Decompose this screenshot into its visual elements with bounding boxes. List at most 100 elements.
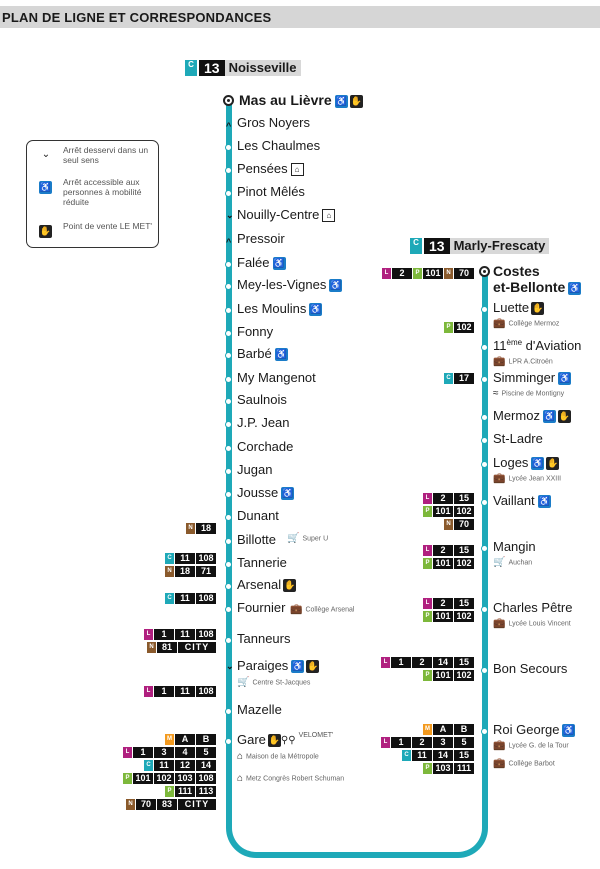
line-chip[interactable]: 108 [196, 773, 216, 784]
line-chip[interactable]: 113 [196, 786, 216, 797]
line-chip[interactable]: 18 [196, 523, 216, 534]
stop-name[interactable]: Barbé ♿ [237, 346, 288, 362]
line-chip[interactable]: 108 [196, 686, 216, 697]
line-chip[interactable]: 17 [454, 373, 474, 384]
stop-name[interactable]: Gare ✋ ⚲⚲ VELOMET' [237, 732, 333, 748]
stop-name[interactable]: Dunant [237, 508, 279, 523]
line-chip[interactable]: 102 [454, 322, 474, 333]
line-chip[interactable]: 103 [433, 763, 453, 774]
line-chip[interactable]: 102 [154, 773, 174, 784]
line-chip[interactable]: 14 [433, 750, 453, 761]
stop-name[interactable]: Arsenal ✋ [237, 577, 297, 593]
line-chip[interactable]: 102 [454, 506, 474, 517]
line-chip[interactable]: 15 [454, 657, 474, 668]
line-chip[interactable]: 71 [196, 566, 216, 577]
stop-name[interactable]: Gros Noyers [237, 115, 310, 130]
line-chip[interactable]: 15 [454, 750, 474, 761]
stop-name[interactable]: Mazelle [237, 702, 282, 717]
line-chip[interactable]: 101 [433, 506, 453, 517]
line-chip[interactable]: 101 [433, 558, 453, 569]
line-chip[interactable]: 101 [133, 773, 153, 784]
line-chip[interactable]: 101 [423, 268, 443, 279]
line-chip[interactable]: 12 [175, 760, 195, 771]
stop-name[interactable]: Jugan [237, 462, 272, 477]
line-chip[interactable]: 2 [433, 493, 453, 504]
stop-name[interactable]: Pensées ⌂ [237, 161, 304, 177]
line-chip[interactable]: 81 [157, 642, 177, 653]
stop-name[interactable]: Simminger ♿ [493, 370, 572, 386]
stop-name[interactable]: Fonny [237, 324, 273, 339]
line-chip[interactable]: 108 [196, 629, 216, 640]
line-chip[interactable]: 70 [136, 799, 156, 810]
line-chip[interactable]: CITY [178, 642, 216, 653]
stop-name[interactable]: Mermoz ♿ ✋ [493, 408, 571, 424]
stop-name[interactable]: Costes et-Bellonte ♿ [493, 263, 582, 295]
line-chip[interactable]: 108 [196, 553, 216, 564]
line-chip[interactable]: A [175, 734, 195, 745]
line-chip[interactable]: 5 [454, 737, 474, 748]
stop-name[interactable]: Nouilly-Centre ⌂ [237, 207, 336, 223]
stop-name[interactable]: Les Chaulmes [237, 138, 320, 153]
line-chip[interactable]: 101 [433, 611, 453, 622]
line-chip[interactable]: 2 [433, 598, 453, 609]
stop-name[interactable]: Loges ♿ ✋ [493, 455, 560, 471]
line-chip[interactable]: 11 [175, 553, 195, 564]
line-chip[interactable]: 3 [154, 747, 174, 758]
line-chip[interactable]: 103 [175, 773, 195, 784]
line-chip[interactable]: 102 [454, 670, 474, 681]
line-chip[interactable]: 1 [154, 686, 174, 697]
line-chip[interactable]: 11 [412, 750, 432, 761]
stop-name[interactable]: Roi George ♿ [493, 722, 576, 738]
line-chip[interactable]: 70 [454, 519, 474, 530]
line-chip[interactable]: 18 [175, 566, 195, 577]
line-chip[interactable]: 15 [454, 598, 474, 609]
stop-name[interactable]: Paraiges ♿ ✋ [237, 658, 320, 674]
line-chip[interactable]: 11 [175, 629, 195, 640]
stop-name[interactable]: 11ème d'Aviation [493, 338, 581, 353]
stop-name[interactable]: J.P. Jean [237, 415, 290, 430]
line-chip[interactable]: B [454, 724, 474, 735]
line-chip[interactable]: A [433, 724, 453, 735]
stop-name[interactable]: Fournier [237, 600, 285, 615]
line-chip[interactable]: 4 [175, 747, 195, 758]
line-chip[interactable]: 1 [133, 747, 153, 758]
line-chip[interactable]: 111 [175, 786, 195, 797]
line-chip[interactable]: 70 [454, 268, 474, 279]
line-chip[interactable]: 3 [433, 737, 453, 748]
line-chip[interactable]: 108 [196, 593, 216, 604]
line-chip[interactable]: 11 [175, 686, 195, 697]
stop-name[interactable]: Mas au Lièvre ♿ ✋ [239, 92, 363, 108]
stop-name[interactable]: Saulnois [237, 392, 287, 407]
line-chip[interactable]: 2 [392, 268, 412, 279]
stop-name[interactable]: Tanneurs [237, 631, 290, 646]
stop-name[interactable]: Mangin [493, 539, 536, 554]
line-chip[interactable]: 101 [433, 670, 453, 681]
line-chip[interactable]: 111 [454, 763, 474, 774]
line-chip[interactable]: 83 [157, 799, 177, 810]
stop-name[interactable]: Jousse ♿ [237, 485, 295, 501]
line-chip[interactable]: CITY [178, 799, 216, 810]
line-chip[interactable]: B [196, 734, 216, 745]
line-chip[interactable]: 1 [154, 629, 174, 640]
line-chip[interactable]: 102 [454, 558, 474, 569]
line-chip[interactable]: 102 [454, 611, 474, 622]
stop-name[interactable]: St-Ladre [493, 431, 543, 446]
stop-name[interactable]: Charles Pêtre [493, 600, 572, 615]
line-chip[interactable]: 2 [412, 737, 432, 748]
stop-name[interactable]: Billotte [237, 532, 276, 547]
line-chip[interactable]: 2 [433, 545, 453, 556]
line-chip[interactable]: 11 [175, 593, 195, 604]
line-chip[interactable]: 14 [196, 760, 216, 771]
stop-name[interactable]: Tannerie [237, 555, 287, 570]
line-chip[interactable]: 15 [454, 545, 474, 556]
stop-name[interactable]: Pinot Mêlés [237, 184, 305, 199]
line-chip[interactable]: 1 [391, 657, 411, 668]
line-chip[interactable]: 5 [196, 747, 216, 758]
stop-name[interactable]: Falée ♿ [237, 255, 286, 271]
stop-name[interactable]: Corchade [237, 439, 293, 454]
stop-name[interactable]: Mey-les-Vignes ♿ [237, 277, 343, 293]
line-chip[interactable]: 2 [412, 657, 432, 668]
line-chip[interactable]: 14 [433, 657, 453, 668]
line-chip[interactable]: 1 [391, 737, 411, 748]
line-chip[interactable]: 11 [154, 760, 174, 771]
